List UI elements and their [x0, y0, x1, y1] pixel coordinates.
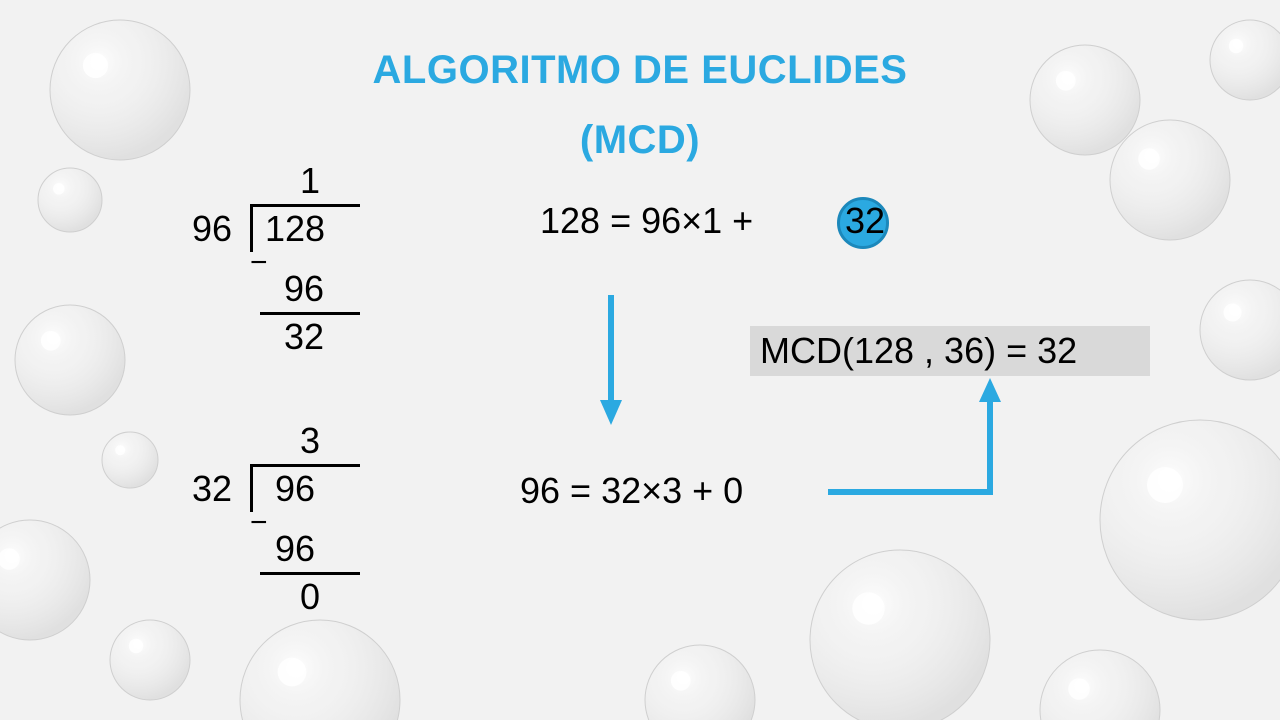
div2-hbar: [250, 464, 360, 467]
div2-divisor: 32: [192, 468, 232, 510]
equation-1: 128 = 96×1 +: [540, 200, 753, 242]
equation-2: 96 = 32×3 + 0: [520, 470, 743, 512]
down-arrow-icon: [596, 290, 626, 430]
div2-remainder: 0: [300, 576, 320, 618]
div2-subtrahend: 96: [275, 528, 315, 570]
div2-dividend: 96: [275, 468, 315, 510]
div2-quotient: 3: [300, 420, 320, 462]
div1-hbar: [250, 204, 360, 207]
div2-resline: [260, 572, 360, 575]
minus-icon: −: [250, 506, 268, 540]
elbow-arrow-icon: [820, 370, 1040, 510]
div1-vbar: [250, 204, 253, 252]
eq1-text: 128 = 96×1 +: [540, 200, 753, 241]
div1-dividend: 128: [265, 208, 325, 250]
eq1-circled-value: 32: [845, 200, 885, 242]
result-text: MCD(128 , 36) = 32: [760, 330, 1077, 372]
result-box: MCD(128 , 36) = 32: [750, 326, 1150, 376]
div1-subtrahend: 96: [284, 268, 324, 310]
div2-vbar: [250, 464, 253, 512]
title-line-1: ALGORITMO DE EUCLIDES: [0, 48, 1280, 93]
div1-divisor: 96: [192, 208, 232, 250]
div1-remainder: 32: [284, 316, 324, 358]
div1-quotient: 1: [300, 160, 320, 202]
minus-icon: −: [250, 246, 268, 280]
slide-content: ALGORITMO DE EUCLIDES (MCD) 1 96 128 − 9…: [0, 0, 1280, 720]
div1-resline: [260, 312, 360, 315]
title-line-2: (MCD): [0, 118, 1280, 163]
